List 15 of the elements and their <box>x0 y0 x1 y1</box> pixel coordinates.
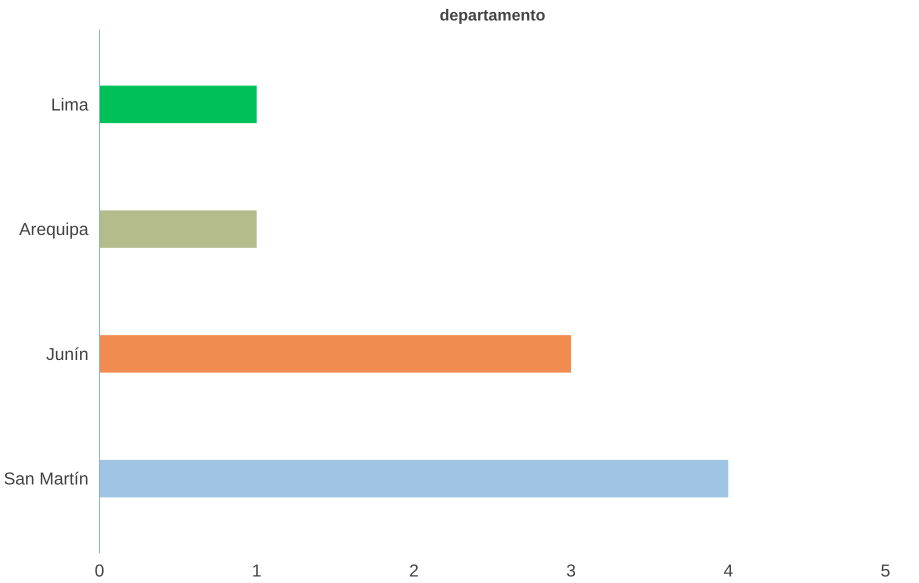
y-tick-label: San Martín <box>4 468 89 489</box>
y-tick-label: Arequipa <box>19 219 89 240</box>
y-tick-label: Lima <box>50 94 89 114</box>
y-tick-label: Junín <box>46 344 88 364</box>
chart-title: departamento <box>440 8 546 24</box>
x-tick-label: 0 <box>94 560 104 580</box>
x-tick-label: 2 <box>409 560 419 580</box>
bar <box>100 335 572 373</box>
x-tick-label: 3 <box>566 560 576 580</box>
bar <box>100 460 728 498</box>
bar <box>100 86 257 124</box>
x-tick-label: 1 <box>252 560 262 580</box>
x-tick-label: 4 <box>723 560 734 580</box>
x-tick-label: 5 <box>880 560 890 580</box>
bar <box>100 210 257 248</box>
